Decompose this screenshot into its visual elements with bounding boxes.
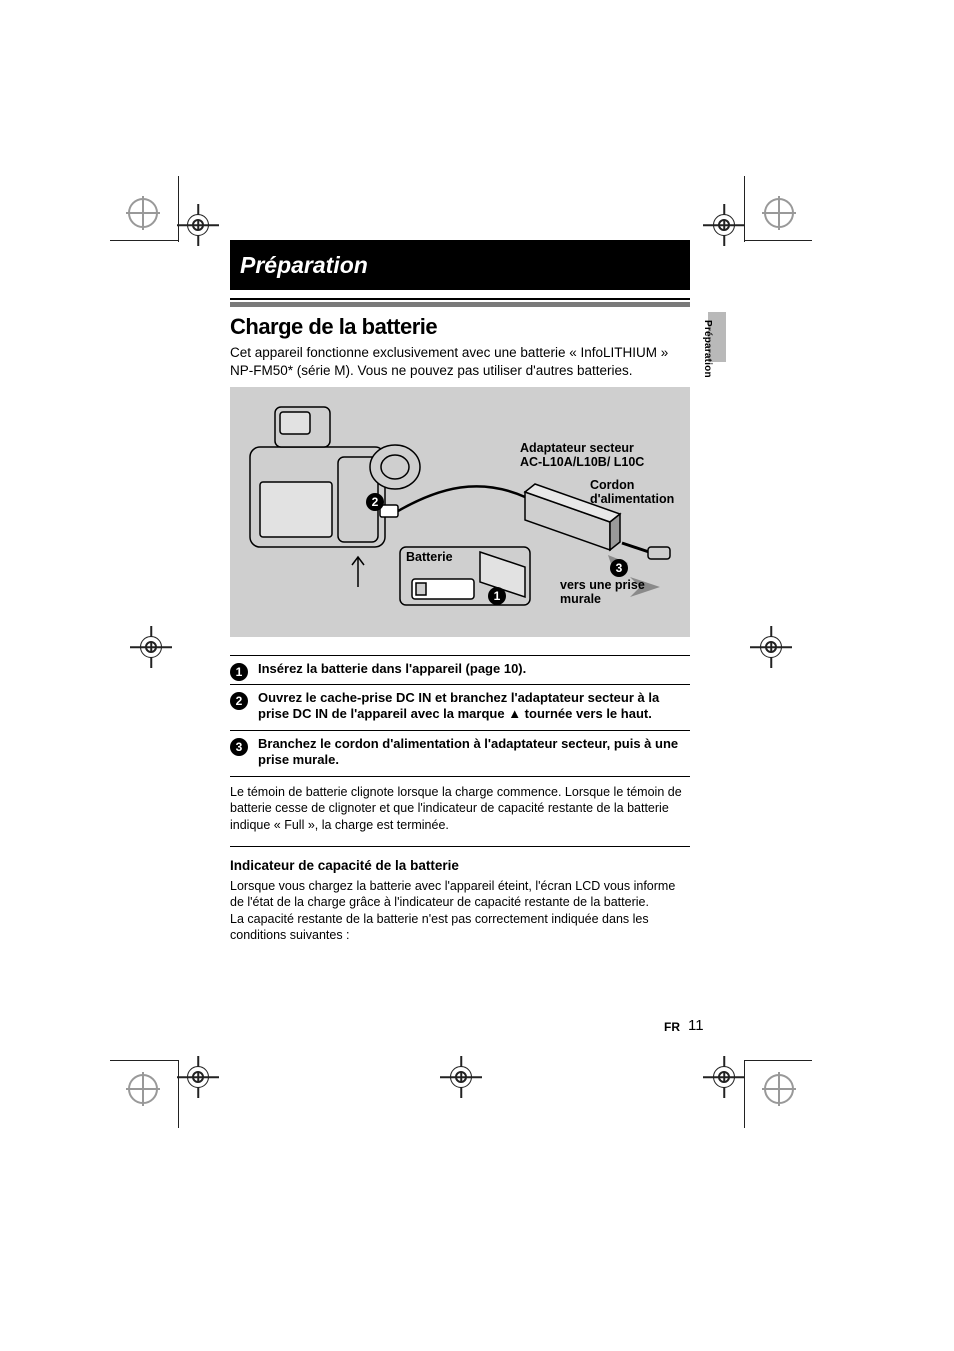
step-row: 2 Ouvrez le cache-prise DC IN et branche… xyxy=(230,690,690,726)
diagram-label-wall: vers une prise murale xyxy=(560,579,645,607)
footer-page-number: 11 xyxy=(688,1017,704,1034)
step-row: 1 Insérez la batterie dans l'appareil (p… xyxy=(230,661,690,681)
section-side-tab-label: Préparation xyxy=(702,320,713,338)
step-text: Ouvrez le cache-prise DC IN et branchez … xyxy=(258,690,690,723)
step-badge: 3 xyxy=(230,738,248,756)
registration-mark-icon xyxy=(760,636,782,658)
step-divider xyxy=(230,730,690,731)
registration-mark-icon xyxy=(713,214,735,236)
registration-mark-icon xyxy=(713,1066,735,1088)
crop-circle-icon xyxy=(128,198,158,228)
diagram-label-cord: Cordon d'alimentation xyxy=(590,479,674,507)
registration-mark-icon xyxy=(187,1066,209,1088)
step-text: Insérez la batterie dans l'appareil (pag… xyxy=(258,661,690,677)
crop-line xyxy=(744,1060,812,1061)
step-row: 3 Branchez le cordon d'alimentation à l'… xyxy=(230,736,690,772)
section-title: Charge de la batterie xyxy=(230,314,437,340)
diagram-label-adapter: Adaptateur secteur AC-L10A/L10B/ L10C xyxy=(520,442,644,470)
intro-paragraph: Cet appareil fonctionne exclusivement av… xyxy=(230,344,690,380)
diagram-badge-2: 2 xyxy=(366,493,384,511)
registration-mark-icon xyxy=(450,1066,472,1088)
rule xyxy=(230,846,690,847)
step-divider xyxy=(230,655,690,656)
crop-circle-icon xyxy=(764,198,794,228)
crop-circle-icon xyxy=(128,1074,158,1104)
registration-mark-icon xyxy=(140,636,162,658)
crop-line xyxy=(110,1060,178,1061)
indicator-heading: Indicateur de capacité de la batterie xyxy=(230,858,459,873)
diagram-badge-3: 3 xyxy=(610,559,628,577)
diagram-label-battery: Batterie xyxy=(406,551,453,565)
crop-circle-icon xyxy=(764,1074,794,1104)
manual-page: Préparation Préparation Charge de la bat… xyxy=(0,0,954,1351)
rule xyxy=(230,298,690,300)
registration-mark-icon xyxy=(187,214,209,236)
battery-charge-diagram: Adaptateur secteur AC-L10A/L10B/ L10C Co… xyxy=(230,387,690,637)
crop-line xyxy=(744,240,812,241)
rule xyxy=(230,302,690,307)
indicator-body: Lorsque vous chargez la batterie avec l'… xyxy=(230,878,690,943)
step-badge: 1 xyxy=(230,663,248,681)
crop-line xyxy=(178,176,179,242)
step-text: Branchez le cordon d'alimentation à l'ad… xyxy=(258,736,690,769)
crop-line xyxy=(744,1060,745,1128)
step-divider xyxy=(230,684,690,685)
diagram-badge-1: 1 xyxy=(488,587,506,605)
step-badge: 2 xyxy=(230,692,248,710)
chapter-title: Préparation xyxy=(240,252,368,279)
post-steps-paragraph: Le témoin de batterie clignote lorsque l… xyxy=(230,784,690,833)
crop-line xyxy=(178,1060,179,1128)
crop-line xyxy=(744,176,745,242)
crop-line xyxy=(110,240,178,241)
step-divider xyxy=(230,776,690,777)
footer-language: FR xyxy=(664,1020,680,1034)
